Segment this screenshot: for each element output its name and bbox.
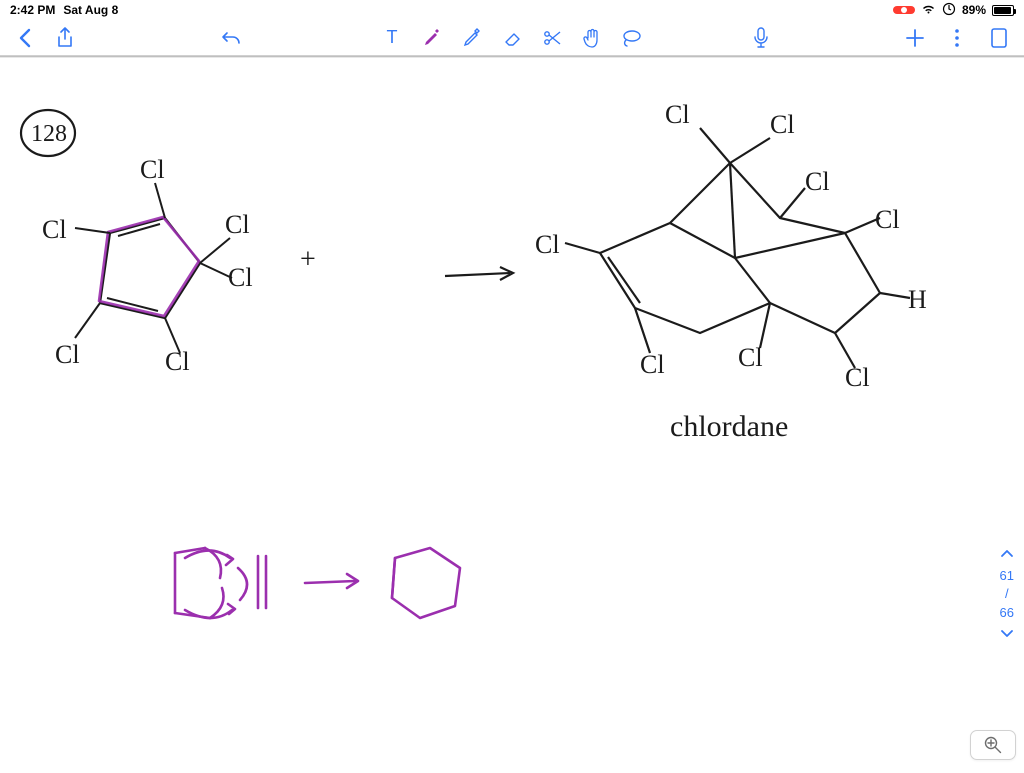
right-molecule [565, 128, 910, 368]
svg-text:Cl: Cl [225, 210, 250, 239]
svg-text:Cl: Cl [228, 263, 253, 292]
battery-icon [992, 5, 1014, 16]
page-navigator: 61 / 66 [1000, 541, 1014, 648]
share-button[interactable] [54, 27, 76, 49]
svg-text:H: H [908, 285, 927, 314]
product-label: chlordane [670, 410, 788, 443]
svg-text:Cl: Cl [738, 343, 763, 372]
svg-text:Cl: Cl [665, 100, 690, 129]
page-down-button[interactable] [1000, 622, 1014, 648]
undo-button[interactable] [220, 27, 242, 49]
app-toolbar: T [0, 20, 1024, 56]
hand-tool[interactable] [581, 27, 603, 49]
handwritten-content: 128 Cl Cl Cl Cl Cl Cl + [0, 58, 1024, 768]
tool-palette: T [381, 27, 643, 49]
toolbar-divider [0, 56, 1024, 57]
page-total: 66 [1000, 604, 1014, 622]
status-bar: 2:42 PM Sat Aug 8 89% [0, 0, 1024, 20]
more-button[interactable] [946, 27, 968, 49]
svg-text:Cl: Cl [640, 350, 665, 379]
mic-button[interactable] [750, 27, 772, 49]
svg-text:Cl: Cl [535, 230, 560, 259]
problem-number: 128 [21, 110, 75, 156]
page-view-button[interactable] [988, 27, 1010, 49]
plus-symbol: + [300, 244, 316, 275]
svg-text:Cl: Cl [770, 110, 795, 139]
svg-text:Cl: Cl [845, 363, 870, 392]
wifi-icon [921, 3, 936, 18]
text-tool[interactable]: T [381, 27, 403, 49]
add-button[interactable] [904, 27, 926, 49]
lasso-tool[interactable] [621, 27, 643, 49]
svg-text:Cl: Cl [165, 347, 190, 376]
marker-tool[interactable] [421, 27, 443, 49]
eraser-tool[interactable] [501, 27, 523, 49]
page-up-button[interactable] [1000, 541, 1014, 567]
svg-text:Cl: Cl [42, 215, 67, 244]
svg-text:Cl: Cl [140, 155, 165, 184]
scissors-tool[interactable] [541, 27, 563, 49]
pen-tool[interactable] [461, 27, 483, 49]
right-mol-labels: Cl Cl Cl Cl Cl Cl Cl Cl H [535, 100, 927, 392]
drawing-canvas[interactable]: 128 Cl Cl Cl Cl Cl Cl + [0, 58, 1024, 768]
reaction-arrow [445, 267, 513, 280]
battery-pct: 89% [962, 3, 986, 17]
left-molecule: Cl Cl Cl Cl Cl Cl [42, 155, 253, 376]
zoom-button[interactable] [970, 730, 1016, 760]
svg-text:128: 128 [31, 121, 67, 147]
svg-text:Cl: Cl [875, 205, 900, 234]
orientation-lock-icon [942, 2, 956, 19]
page-sep: / [1000, 585, 1014, 603]
status-time: 2:42 PM [10, 3, 55, 17]
svg-text:Cl: Cl [805, 167, 830, 196]
status-date: Sat Aug 8 [63, 3, 118, 17]
svg-text:Cl: Cl [55, 340, 80, 369]
screen-record-indicator[interactable] [893, 6, 915, 14]
back-button[interactable] [14, 27, 36, 49]
bottom-purple-sketch [175, 548, 460, 618]
page-current: 61 [1000, 567, 1014, 585]
